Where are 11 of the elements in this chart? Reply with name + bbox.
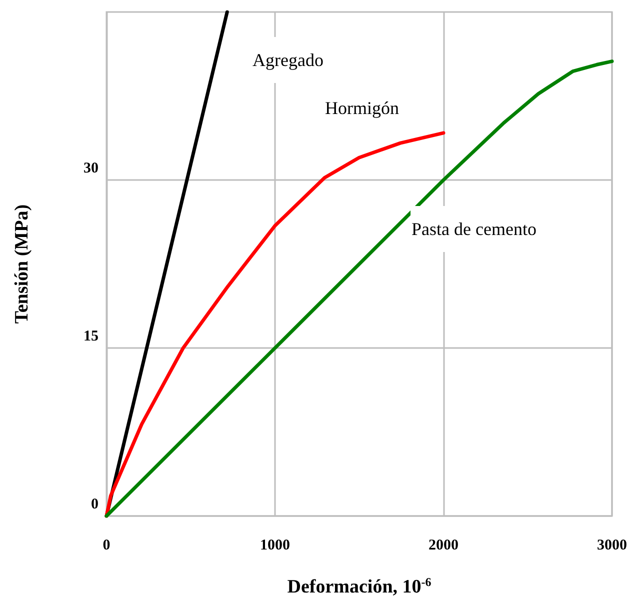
x-tick-label: 2000	[428, 538, 458, 554]
series-label: Pasta de cemento	[412, 219, 536, 239]
y-tick-label: 15	[84, 328, 98, 344]
y-tick-label: 30	[84, 160, 98, 176]
y-tick-label: 0	[91, 496, 98, 512]
series-label: Hormigón	[325, 98, 399, 118]
y-axis-title: Tensión (MPa)	[12, 204, 32, 324]
x-tick-label: 0	[102, 538, 110, 554]
x-tick-label: 1000	[260, 538, 290, 554]
x-tick-label: 3000	[597, 538, 627, 554]
series-label: Agregado	[252, 50, 324, 70]
